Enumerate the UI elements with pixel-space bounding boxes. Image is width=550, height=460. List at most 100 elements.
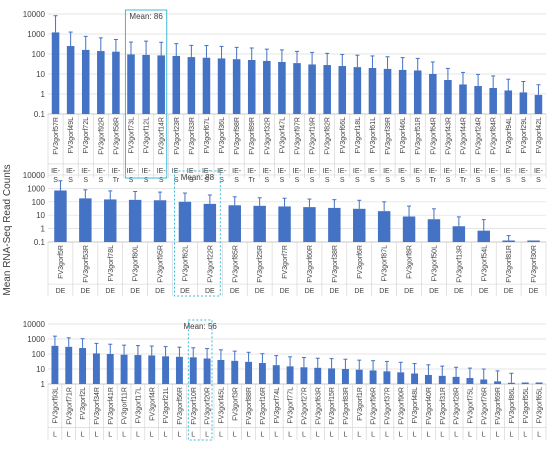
category-label: FV3gorf41R bbox=[108, 387, 115, 425]
group-label: L bbox=[440, 432, 444, 439]
category-label: FV3gorf13R bbox=[456, 245, 463, 283]
category-label: FV3gorf67L bbox=[204, 117, 211, 154]
group-label: DE bbox=[56, 288, 66, 295]
group-label-line2: S bbox=[68, 177, 73, 184]
category-label: FV3gorf45L bbox=[218, 387, 225, 424]
group-label-line2: S bbox=[385, 177, 390, 184]
y-tick-label: 1 bbox=[41, 225, 46, 234]
mean-highlight-box bbox=[174, 170, 221, 297]
category-label: FV3gorf88R bbox=[246, 387, 253, 425]
group-label: L bbox=[260, 432, 264, 439]
category-label: FV3gorf18L bbox=[355, 117, 362, 154]
bar-FV3gorf61L bbox=[368, 67, 377, 114]
group-label-line2: S bbox=[234, 177, 239, 184]
category-label: FV3gorf29L bbox=[521, 117, 528, 154]
bar-FV3gorf51R bbox=[413, 70, 422, 114]
category-label: FV3gorf21L bbox=[163, 387, 170, 424]
category-label: FV3gorf53R bbox=[83, 245, 90, 283]
bar-FV3gorf85R bbox=[228, 205, 241, 242]
bar-FV3gorf66L bbox=[338, 66, 347, 114]
category-label: FV3gorf89R bbox=[249, 117, 256, 155]
bar-FV3gorf50L bbox=[427, 219, 441, 242]
group-label: IE- bbox=[111, 168, 121, 175]
bar-FV3gorf2L bbox=[79, 348, 87, 384]
mean-highlight-box bbox=[124, 9, 168, 179]
group-label-line2: S bbox=[491, 177, 496, 184]
chart-panels: 10000 1000 100 10 1 0.1 FV3gorf57R IE- S FV3gorf4… bbox=[23, 9, 547, 441]
category-label: FV3gorf92R bbox=[98, 117, 105, 155]
mean-annotation: Mean: 88 bbox=[181, 173, 215, 182]
category-label: FV3gorf87L bbox=[382, 245, 389, 282]
group-label: DE bbox=[305, 288, 315, 295]
y-tick-label: 1000 bbox=[27, 184, 45, 193]
bar-FV3gorf64R bbox=[429, 74, 437, 114]
group-label: L bbox=[302, 432, 306, 439]
bar-FV3gorf23R bbox=[172, 55, 181, 114]
y-tick-label: 10000 bbox=[23, 320, 46, 329]
category-label: FV3gorf40R bbox=[426, 387, 433, 425]
group-label: DE bbox=[479, 288, 489, 295]
bar-FV3gorf18L bbox=[353, 67, 362, 114]
category-label: FV3gorf86L bbox=[509, 387, 516, 424]
group-label: DE bbox=[404, 288, 414, 295]
group-label: L bbox=[136, 432, 140, 439]
group-label: IE- bbox=[428, 168, 438, 175]
group-label-line2: S bbox=[400, 177, 405, 184]
bar-FV3gorf3R bbox=[231, 360, 239, 384]
bar-FV3gorf40R bbox=[424, 374, 432, 384]
group-label: L bbox=[81, 432, 85, 439]
category-label: FV3gorf94L bbox=[506, 117, 513, 154]
group-label-line2: S bbox=[476, 177, 481, 184]
group-label: DE bbox=[230, 288, 240, 295]
category-label: FV3gorf97R bbox=[295, 117, 302, 155]
category-label: FV3gorf33R bbox=[189, 117, 196, 155]
category-label: FV3gorf80L bbox=[133, 245, 140, 282]
group-label: IE- bbox=[443, 168, 453, 175]
category-label: FV3gorf25R bbox=[257, 245, 264, 283]
group-label: L bbox=[122, 432, 126, 439]
bar-FV3gorf49L bbox=[66, 46, 75, 114]
group-label: L bbox=[330, 432, 334, 439]
category-label: FV3gorf38R bbox=[332, 245, 339, 283]
y-tick-label: 1 bbox=[41, 380, 46, 389]
group-label: L bbox=[454, 432, 458, 439]
bar-FV3gorf62L bbox=[178, 201, 192, 242]
bar-FV3gorf94L bbox=[504, 90, 513, 114]
group-label: IE- bbox=[308, 168, 318, 175]
group-label: DE bbox=[205, 288, 215, 295]
category-label: FV3gorf63R bbox=[315, 387, 322, 425]
group-label: DE bbox=[105, 288, 115, 295]
category-label: FV3gorf90R bbox=[398, 387, 405, 425]
chart-panel-2: 10000 1000 100 10 1 0.1 FV3gorf5R DE FV3gorf53R D… bbox=[23, 170, 547, 297]
group-label: L bbox=[108, 432, 112, 439]
group-label: IE- bbox=[127, 168, 137, 175]
category-label: FV3gorf36L bbox=[219, 117, 226, 154]
group-label: DE bbox=[130, 288, 140, 295]
bar-FV3gorf97R bbox=[293, 63, 301, 114]
bar-FV3gorf77L bbox=[286, 366, 294, 384]
category-label: FV3gorf62L bbox=[182, 245, 189, 282]
bar-FV3gorf5R bbox=[54, 190, 67, 242]
category-label: FV3gorf55L bbox=[523, 387, 530, 424]
group-label: DE bbox=[329, 288, 339, 295]
bar-FV3gorf28R bbox=[452, 376, 460, 384]
category-label: FV3gorf47L bbox=[279, 117, 286, 154]
bar-FV3gorf78L bbox=[104, 199, 117, 242]
bar-FV3gorf24R bbox=[474, 86, 482, 114]
category-label: FV3gorf37R bbox=[384, 387, 391, 425]
bar-FV3gorf80L bbox=[128, 199, 142, 242]
category-label: FV3gorf61L bbox=[370, 117, 377, 154]
category-label: FV3gorf49L bbox=[68, 117, 75, 154]
category-label: FV3gorf85R bbox=[232, 245, 239, 283]
group-label: IE- bbox=[383, 168, 393, 175]
group-label-line2: S bbox=[159, 177, 164, 184]
bar-FV3gorf67L bbox=[202, 57, 211, 114]
bar-FV3gorf60R bbox=[303, 207, 316, 242]
category-label: FV3gorf76R bbox=[481, 387, 488, 425]
y-tick-label: 1000 bbox=[27, 335, 45, 344]
bar-FV3gorf56R bbox=[175, 356, 183, 384]
group-label: L bbox=[247, 432, 251, 439]
group-label: L bbox=[343, 432, 347, 439]
bar-FV3gorf38R bbox=[328, 207, 341, 242]
category-label: FV3gorf1R bbox=[357, 387, 364, 421]
